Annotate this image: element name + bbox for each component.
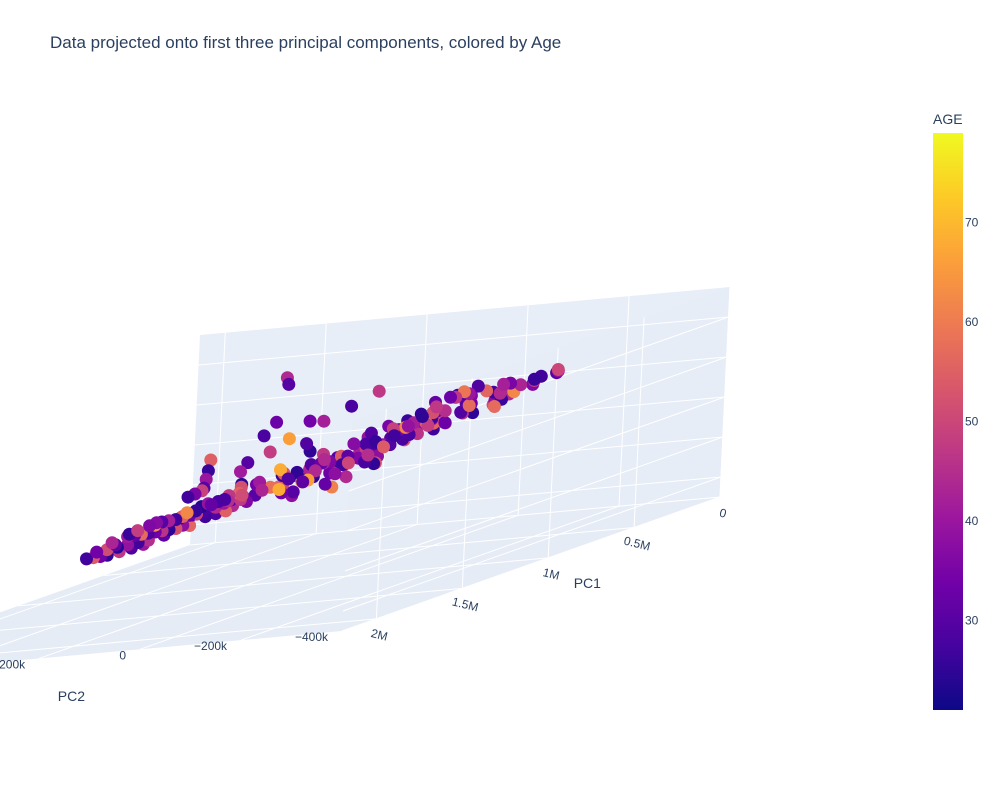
x-tick-label: 0.5M [622, 534, 651, 554]
x-tick-label: 0 [718, 506, 728, 521]
y-tick-label: −200k [194, 639, 228, 653]
colorbar-gradient [933, 133, 963, 710]
x-grid-floor [189, 496, 721, 546]
data-point [181, 490, 195, 504]
data-point [180, 506, 194, 520]
data-point [204, 453, 218, 467]
data-point [430, 400, 443, 414]
x-tick-label: 1.5M [451, 594, 480, 614]
data-point [345, 399, 359, 413]
y-grid-floor [38, 523, 418, 659]
data-point [487, 400, 501, 413]
y-grid-side [618, 296, 630, 507]
y-grid-side [315, 323, 327, 534]
y-grid-floor [341, 496, 721, 632]
data-point [387, 429, 401, 443]
data-point [235, 488, 249, 502]
data-point [286, 485, 300, 499]
data-point [551, 363, 565, 376]
data-point [105, 536, 119, 550]
y-tick-label: −400k [295, 630, 329, 644]
z-grid-side [198, 316, 729, 366]
data-point [339, 470, 353, 484]
data-point [131, 524, 145, 538]
z-grid-side [196, 356, 727, 406]
z-grid-back [342, 476, 722, 612]
colorbar-tick-label: 70 [965, 216, 979, 230]
z-grid-back [348, 356, 727, 492]
data-point [317, 414, 331, 428]
colorbar-tick-label: 60 [965, 315, 979, 329]
data-point [257, 429, 271, 443]
data-point [296, 475, 310, 489]
x-tick-label: 1M [541, 565, 561, 583]
scene-3d[interactable]: 00.5M1M1.5M2M−400k−200k0200k400k600k−400… [0, 286, 731, 704]
data-point [328, 467, 342, 481]
data-point [281, 472, 295, 486]
data-point [290, 465, 304, 479]
data-point [377, 440, 390, 454]
colorbar-tick-label: 30 [965, 613, 979, 627]
data-point [218, 493, 232, 506]
data-point [497, 377, 511, 391]
z-grid-side [194, 396, 725, 446]
data-point [361, 448, 375, 462]
data-point [241, 456, 255, 470]
data-point [80, 552, 93, 566]
x-grid-back [633, 317, 645, 528]
data-point [347, 437, 361, 451]
y-grid-floor [240, 505, 620, 641]
data-point [444, 390, 457, 404]
chart-title: Data projected onto first three principa… [50, 33, 562, 52]
data-point [143, 519, 157, 533]
data-point [300, 437, 314, 451]
data-point [415, 410, 429, 423]
colorbar: AGE 30 40 50 60 70 [933, 111, 979, 710]
data-point [270, 415, 284, 429]
x-grid-floor [0, 618, 377, 654]
colorbar-tick-label: 50 [965, 415, 979, 429]
data-point [282, 377, 296, 391]
data-point [317, 453, 331, 467]
data-point [372, 384, 386, 398]
y-grid-floor [0, 533, 317, 647]
y-grid-floor [0, 542, 216, 620]
data-point [282, 432, 296, 446]
data-point [471, 379, 485, 393]
data-point [90, 545, 104, 559]
data-point [303, 414, 317, 428]
x-grid-back [547, 347, 559, 558]
y-grid-side [719, 286, 731, 498]
data-point [263, 445, 277, 459]
z-grid-side [190, 476, 721, 526]
x-grid-floor [18, 557, 549, 607]
data-point [438, 416, 452, 430]
data-point [308, 464, 322, 478]
y-tick-label: 200k [0, 657, 26, 671]
data-point [272, 483, 286, 496]
z-grid-back [346, 396, 725, 532]
data-point [204, 498, 218, 512]
x-axis-title: PC1 [574, 575, 601, 591]
x-grid-floor [0, 587, 463, 631]
data-point [401, 419, 415, 433]
y-tick-label: 0 [119, 648, 126, 662]
data-point [527, 372, 541, 386]
data-point [234, 465, 247, 479]
colorbar-tick-label: 40 [965, 514, 979, 528]
y-grid-floor [139, 514, 519, 650]
data-point [318, 477, 332, 491]
data-point [462, 399, 476, 412]
x-grid-floor [104, 526, 635, 576]
y-axis-title: PC2 [58, 688, 85, 704]
data-point [514, 378, 528, 392]
y-grid-side [517, 305, 529, 516]
x-tick-label: 2M [370, 626, 390, 644]
data-point [255, 483, 269, 497]
z-grid-back [344, 436, 724, 572]
data-point [341, 456, 355, 470]
colorbar-title: AGE [933, 111, 963, 127]
data-point [274, 463, 287, 477]
